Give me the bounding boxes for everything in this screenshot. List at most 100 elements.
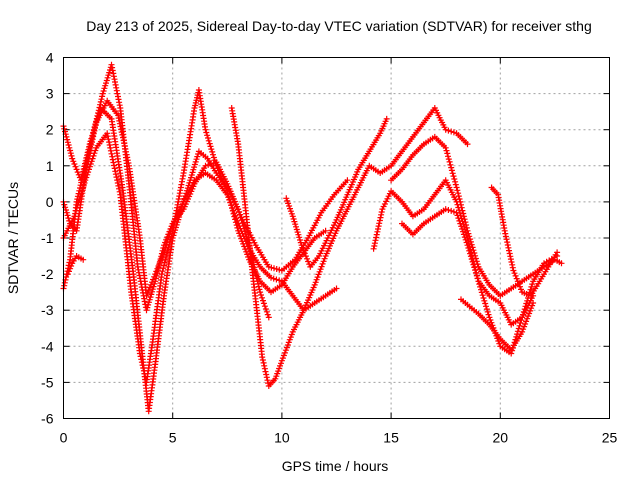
data-point-plus bbox=[448, 128, 455, 135]
data-point-plus bbox=[118, 129, 125, 136]
data-point-plus bbox=[166, 242, 173, 249]
data-point-plus bbox=[268, 274, 274, 281]
data-point-plus bbox=[167, 236, 174, 243]
data-point-plus bbox=[467, 253, 474, 260]
data-point-plus bbox=[234, 224, 241, 231]
data-point-plus bbox=[527, 307, 534, 314]
data-point-plus bbox=[109, 153, 116, 160]
data-point-plus bbox=[89, 155, 96, 162]
data-point-plus bbox=[467, 250, 474, 257]
data-point-plus bbox=[105, 136, 112, 143]
data-point-plus bbox=[458, 223, 465, 230]
y-tick-label: -1 bbox=[41, 230, 54, 246]
data-point-plus bbox=[144, 304, 151, 311]
data-point-plus bbox=[67, 265, 74, 272]
data-point-plus bbox=[231, 213, 238, 220]
data-point-plus bbox=[78, 191, 85, 198]
data-point-plus bbox=[230, 210, 237, 217]
data-point-plus bbox=[233, 222, 240, 229]
data-point-plus bbox=[63, 209, 70, 216]
data-point-plus bbox=[101, 85, 108, 92]
data-point-plus bbox=[119, 131, 126, 138]
data-point-plus bbox=[448, 207, 455, 214]
data-point-plus bbox=[64, 212, 71, 219]
data-point-plus bbox=[90, 152, 97, 159]
data-point-plus bbox=[515, 281, 522, 287]
data-point-plus bbox=[152, 271, 159, 278]
data-point-plus bbox=[95, 110, 102, 117]
data-point-plus bbox=[208, 146, 215, 153]
data-point-plus bbox=[296, 234, 303, 241]
data-point-plus bbox=[512, 272, 519, 279]
data-point-plus bbox=[92, 121, 99, 128]
data-point-plus bbox=[516, 322, 523, 329]
data-point-plus bbox=[203, 129, 210, 136]
data-point-plus bbox=[87, 161, 94, 167]
x-tick-label: 0 bbox=[60, 430, 68, 446]
data-point-plus bbox=[97, 98, 104, 105]
data-point-plus bbox=[445, 153, 451, 160]
data-point-plus bbox=[106, 142, 113, 148]
data-point-plus bbox=[114, 177, 121, 184]
data-point-plus bbox=[270, 275, 277, 282]
series-line bbox=[372, 179, 558, 355]
data-point-plus bbox=[260, 300, 267, 307]
data-point-plus bbox=[528, 283, 535, 290]
data-point-plus bbox=[454, 187, 461, 194]
data-point-plus bbox=[529, 281, 536, 288]
data-point-plus bbox=[509, 264, 516, 271]
data-point-plus bbox=[72, 210, 79, 217]
data-point-plus bbox=[140, 365, 147, 371]
data-point-plus bbox=[143, 292, 150, 299]
data-point-plus bbox=[111, 162, 117, 169]
data-point-plus bbox=[155, 263, 162, 269]
data-point-plus bbox=[318, 263, 325, 270]
data-point-plus bbox=[453, 209, 460, 216]
data-point-plus bbox=[87, 138, 94, 145]
data-point-plus bbox=[370, 245, 377, 252]
data-point-plus bbox=[464, 242, 471, 249]
data-point-plus bbox=[482, 300, 489, 307]
x-tick-label: 10 bbox=[274, 430, 290, 446]
data-point-plus bbox=[466, 233, 473, 240]
data-point-plus bbox=[161, 262, 167, 269]
data-point-plus bbox=[511, 270, 518, 277]
data-point-plus bbox=[64, 139, 71, 146]
data-point-plus bbox=[256, 286, 263, 293]
data-point-plus bbox=[460, 231, 467, 238]
x-tick-labels: 0 5 10 15 20 25 bbox=[60, 430, 618, 446]
data-series-9 bbox=[399, 206, 537, 328]
data-point-plus bbox=[183, 190, 190, 197]
data-point-plus bbox=[523, 318, 530, 325]
data-point-plus bbox=[65, 142, 72, 148]
data-point-plus bbox=[460, 213, 467, 220]
data-point-plus bbox=[261, 303, 268, 310]
data-point-plus bbox=[88, 158, 95, 165]
data-point-plus bbox=[161, 259, 168, 266]
data-point-plus bbox=[103, 77, 110, 84]
data-point-plus bbox=[189, 169, 196, 176]
data-point-plus bbox=[76, 196, 83, 203]
data-point-plus bbox=[469, 258, 476, 265]
data-point-plus bbox=[61, 125, 68, 132]
data-point-plus bbox=[206, 140, 213, 147]
data-point-plus bbox=[212, 160, 219, 166]
data-point-plus bbox=[95, 113, 102, 120]
y-tick-label: 2 bbox=[46, 122, 54, 138]
y-axis-label: SDTVAR / TECUs bbox=[5, 182, 21, 294]
data-point-plus bbox=[228, 202, 235, 209]
data-point-plus bbox=[94, 116, 101, 123]
chart-title: Day 213 of 2025, Sidereal Day-to-day VTE… bbox=[86, 18, 592, 34]
data-point-plus bbox=[480, 295, 487, 301]
data-point-plus bbox=[205, 137, 212, 144]
data-point-plus bbox=[450, 129, 457, 136]
data-point-plus bbox=[463, 224, 470, 231]
data-point-plus bbox=[66, 268, 72, 275]
data-point-plus bbox=[461, 216, 468, 223]
data-point-plus bbox=[82, 177, 89, 184]
data-point-plus bbox=[446, 158, 453, 165]
data-point-plus bbox=[83, 174, 90, 181]
data-point-plus bbox=[116, 102, 123, 109]
data-point-plus bbox=[478, 289, 485, 296]
